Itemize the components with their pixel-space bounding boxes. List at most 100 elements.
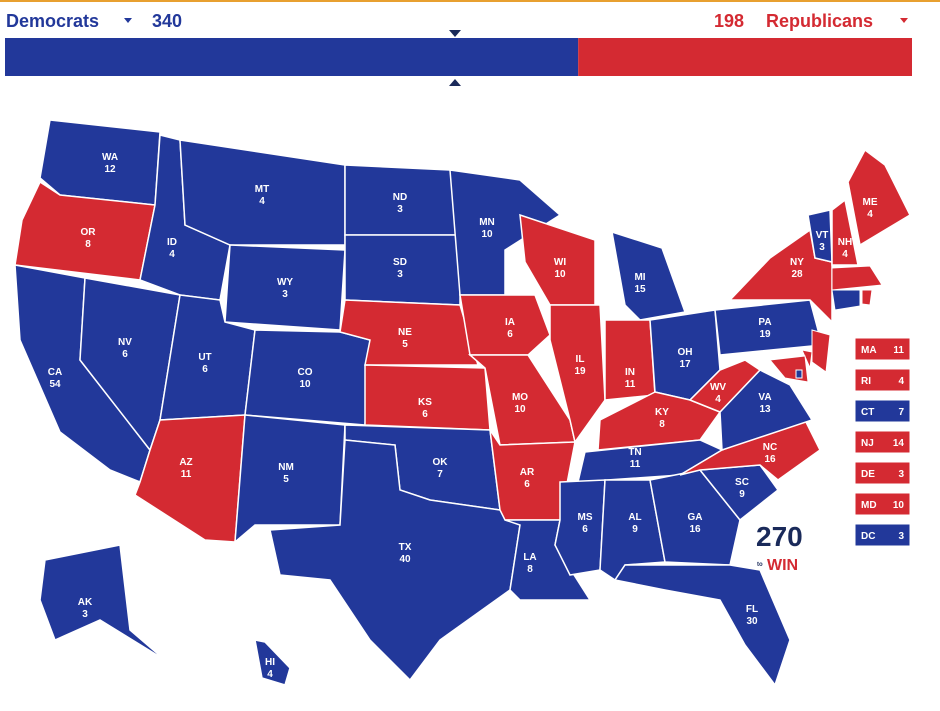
state[interactable] bbox=[831, 289, 861, 311]
state-ev: 11 bbox=[181, 469, 192, 480]
state-ev: 3 bbox=[82, 609, 88, 620]
state-ev: 3 bbox=[397, 269, 403, 280]
state-abbr: MT bbox=[255, 184, 269, 195]
state-ev: 9 bbox=[632, 524, 638, 535]
rep-votes: 198 bbox=[714, 11, 744, 31]
state[interactable] bbox=[611, 230, 687, 321]
inset-ev: 7 bbox=[898, 407, 904, 418]
state-abbr: OH bbox=[678, 347, 693, 358]
inset-box bbox=[854, 368, 911, 392]
inset-abbr: MA bbox=[861, 345, 877, 356]
state-abbr: NM bbox=[278, 462, 294, 473]
state-abbr: ND bbox=[393, 192, 407, 203]
state-ev: 17 bbox=[679, 359, 691, 370]
state-abbr: AK bbox=[78, 597, 93, 608]
state-abbr: VA bbox=[758, 392, 771, 403]
state-ev: 54 bbox=[49, 379, 61, 390]
inset-abbr: DC bbox=[861, 531, 875, 542]
state[interactable] bbox=[831, 265, 883, 291]
state-abbr: MI bbox=[634, 272, 645, 283]
state[interactable] bbox=[179, 139, 346, 246]
dem-bar bbox=[5, 38, 579, 76]
state-abbr: ME bbox=[863, 197, 878, 208]
inset-abbr: NJ bbox=[861, 438, 874, 449]
state-abbr: AZ bbox=[179, 457, 192, 468]
inset-list: MA 11 RI 4 CT 7 NJ 14 DE 3 MD 10 DC 3 bbox=[854, 337, 911, 547]
rep-dropdown[interactable] bbox=[900, 18, 908, 23]
state[interactable] bbox=[811, 329, 831, 373]
state-abbr: NV bbox=[118, 337, 132, 348]
state-ev: 6 bbox=[507, 329, 513, 340]
rep-label[interactable]: Republicans bbox=[766, 11, 873, 31]
state-ev: 10 bbox=[481, 229, 493, 240]
state[interactable] bbox=[254, 639, 291, 686]
state-abbr: MO bbox=[512, 392, 528, 403]
state-ev: 12 bbox=[104, 164, 116, 175]
state-ev: 8 bbox=[527, 564, 533, 575]
state-abbr: AL bbox=[628, 512, 641, 523]
state-ev: 7 bbox=[437, 469, 443, 480]
state-ev: 6 bbox=[202, 364, 208, 375]
state[interactable] bbox=[134, 414, 246, 543]
state-abbr: CO bbox=[298, 367, 313, 378]
inset-ev: 3 bbox=[898, 531, 904, 542]
state[interactable] bbox=[795, 369, 803, 379]
state-ev: 4 bbox=[867, 209, 873, 220]
state[interactable] bbox=[234, 414, 346, 544]
state-ev: 9 bbox=[739, 489, 745, 500]
state-abbr: KS bbox=[418, 397, 432, 408]
state-abbr: AR bbox=[520, 467, 535, 478]
state-ev: 16 bbox=[689, 524, 701, 535]
dem-label[interactable]: Democrats bbox=[6, 11, 99, 31]
state[interactable] bbox=[861, 289, 873, 306]
dem-dropdown[interactable] bbox=[124, 18, 132, 23]
state-ev: 11 bbox=[625, 379, 636, 390]
state[interactable] bbox=[613, 564, 791, 687]
state-abbr: PA bbox=[758, 317, 771, 328]
inset-box bbox=[854, 399, 911, 423]
state[interactable] bbox=[688, 359, 762, 413]
state-ev: 6 bbox=[422, 409, 428, 420]
state-ev: 4 bbox=[259, 196, 265, 207]
state-abbr: TX bbox=[399, 542, 412, 553]
state-ev: 3 bbox=[282, 289, 288, 300]
state-ev: 5 bbox=[283, 474, 289, 485]
state[interactable] bbox=[801, 349, 813, 370]
state[interactable] bbox=[39, 119, 161, 206]
inset-box bbox=[854, 461, 911, 485]
logo: 270 to WIN bbox=[756, 521, 803, 574]
state[interactable] bbox=[459, 294, 551, 356]
state-ev: 8 bbox=[85, 239, 91, 250]
midpoint-marker bbox=[449, 30, 461, 37]
state-ev: 4 bbox=[715, 394, 721, 405]
state[interactable] bbox=[269, 439, 521, 682]
state[interactable] bbox=[554, 479, 606, 576]
state[interactable] bbox=[39, 544, 166, 661]
state-abbr: CA bbox=[48, 367, 62, 378]
state-abbr: NE bbox=[398, 327, 412, 338]
state-abbr: KY bbox=[655, 407, 669, 418]
state-ev: 6 bbox=[122, 349, 128, 360]
state-abbr: TN bbox=[628, 447, 641, 458]
state-abbr: UT bbox=[198, 352, 211, 363]
state-abbr: WI bbox=[554, 257, 566, 268]
inset-ev: 3 bbox=[898, 469, 904, 480]
state-ev: 4 bbox=[842, 249, 848, 260]
state-abbr: SC bbox=[735, 477, 749, 488]
logo-word: WIN bbox=[767, 557, 798, 574]
inset-box bbox=[854, 492, 911, 516]
state-abbr: OK bbox=[433, 457, 449, 468]
state-ev: 3 bbox=[819, 242, 825, 253]
midpoint-marker bbox=[449, 79, 461, 86]
state[interactable] bbox=[549, 304, 606, 444]
state[interactable] bbox=[831, 198, 859, 266]
state[interactable] bbox=[847, 148, 911, 247]
state-abbr: IN bbox=[625, 367, 635, 378]
state-ev: 11 bbox=[630, 459, 641, 470]
state-abbr: MS bbox=[578, 512, 593, 523]
inset-box bbox=[854, 337, 911, 361]
state-abbr: FL bbox=[746, 604, 758, 615]
inset-box bbox=[854, 523, 911, 547]
